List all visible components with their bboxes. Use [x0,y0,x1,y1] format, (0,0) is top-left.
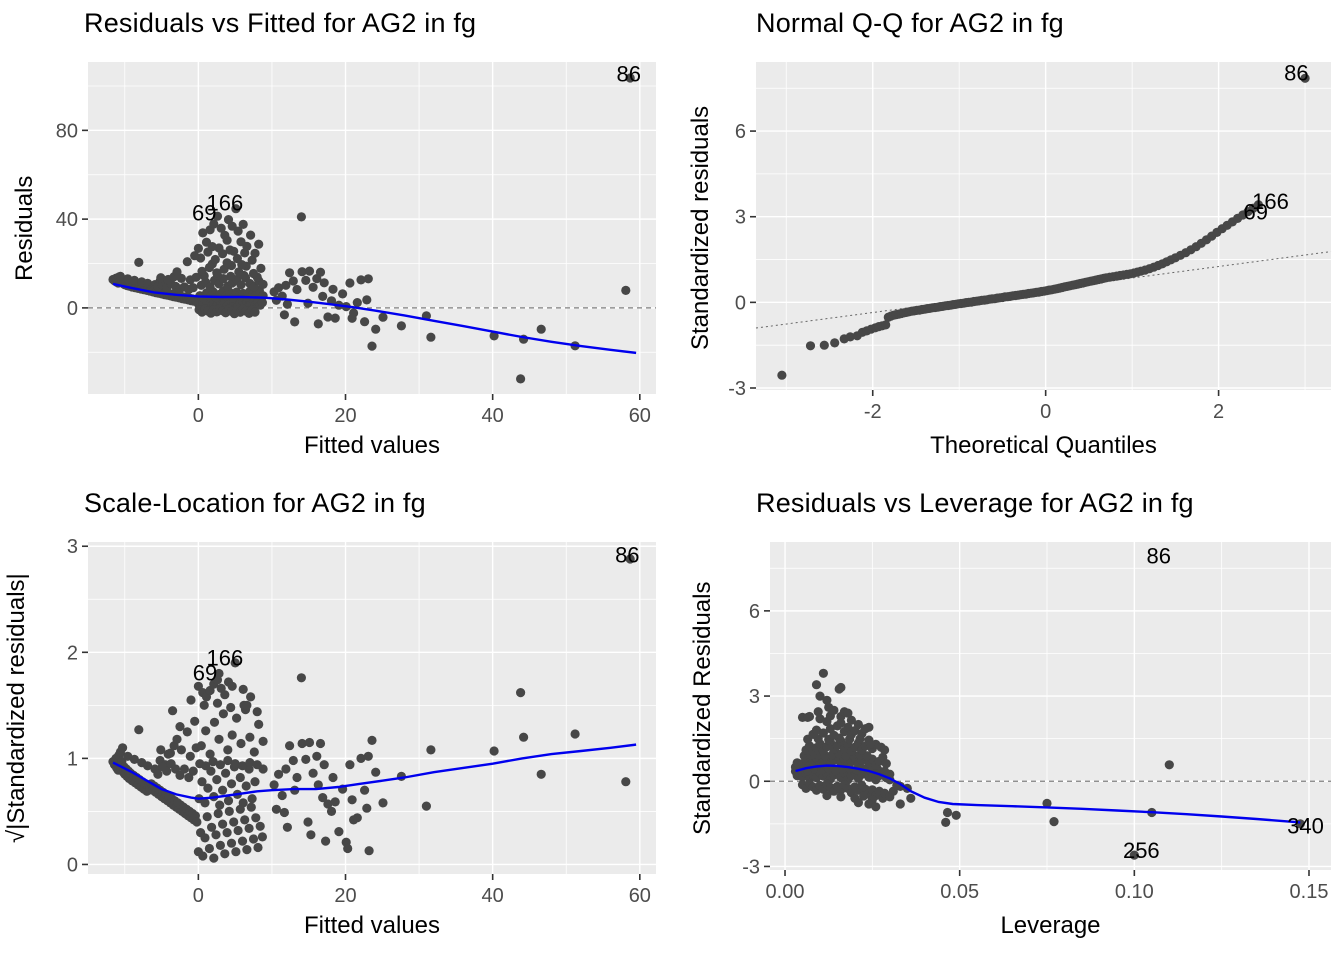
x-tick-label: 60 [629,885,651,907]
x-tick-label: 0.15 [1290,881,1329,903]
y-tick-label: -3 [742,856,760,878]
x-tick-label: 0.10 [1115,881,1154,903]
panel-residuals-vs-fitted: Residuals vs Fitted for AG2 in fg Residu… [0,0,672,480]
y-tick-label: 0 [67,854,78,876]
point-label: 69 [193,660,217,685]
x-axis-label: Fitted values [303,432,441,459]
point-label: 86 [1147,543,1171,568]
y-tick-label: 3 [67,536,78,558]
y-tick-label: 80 [56,120,78,142]
x-tick-label: 0.05 [940,881,979,903]
x-axis-label: Leverage [1000,912,1101,939]
panel-normal-qq: Normal Q-Q for AG2 in fg Standardized re… [672,0,1344,480]
panel-scale-location: Scale-Location for AG2 in fg √|Standardi… [0,480,672,960]
y-tick-label: 0 [67,298,78,320]
y-tick-label: 0 [735,292,746,314]
point-label: 86 [1284,61,1308,86]
x-tick-label: 0.00 [766,881,805,903]
x-tick-label: 20 [334,405,356,427]
y-tick-label: 1 [67,748,78,770]
y-tick-label: 2 [67,642,78,664]
y-tick-label: 6 [735,121,746,143]
y-tick-label: 3 [749,686,760,708]
point-label: 69 [192,200,216,225]
x-tick-label: 40 [482,405,504,427]
y-tick-label: -3 [728,378,746,400]
x-tick-label: 40 [482,885,504,907]
x-tick-label: -2 [864,401,882,423]
x-tick-label: 60 [629,405,651,427]
panel-title: Scale-Location for AG2 in fg [84,488,426,518]
y-tick-label: 6 [749,601,760,623]
point-label: 86 [617,62,641,87]
panel-title: Residuals vs Leverage for AG2 in fg [756,488,1194,518]
point-label: 166 [206,646,243,671]
x-tick-label: 20 [334,885,356,907]
panel-title: Residuals vs Fitted for AG2 in fg [84,8,477,38]
x-axis-label: Fitted values [303,912,441,939]
x-tick-label: 0 [193,885,204,907]
x-tick-label: 2 [1213,401,1224,423]
point-label: 69 [1244,200,1268,225]
point-label: 166 [1252,189,1289,214]
panel-title: Normal Q-Q for AG2 in fg [756,8,1064,38]
panel-residuals-vs-leverage: Residuals vs Leverage for AG2 in fg Stan… [672,480,1344,960]
plot-area-residuals-vs-leverage: 86 256 340 0.00 0.05 0.10 0.15 -3 0 3 6 [742,542,1331,903]
point-label: 86 [615,543,639,568]
point-label: 256 [1123,838,1160,863]
point-label: 340 [1287,813,1324,838]
y-tick-label: 0 [749,771,760,793]
x-tick-label: 0 [1040,401,1051,423]
y-tick-label: 40 [56,209,78,231]
y-tick-label: 3 [735,207,746,229]
x-tick-label: 0 [193,405,204,427]
point-label: 166 [206,190,243,215]
x-axis-label: Theoretical Quantiles [930,432,1157,459]
